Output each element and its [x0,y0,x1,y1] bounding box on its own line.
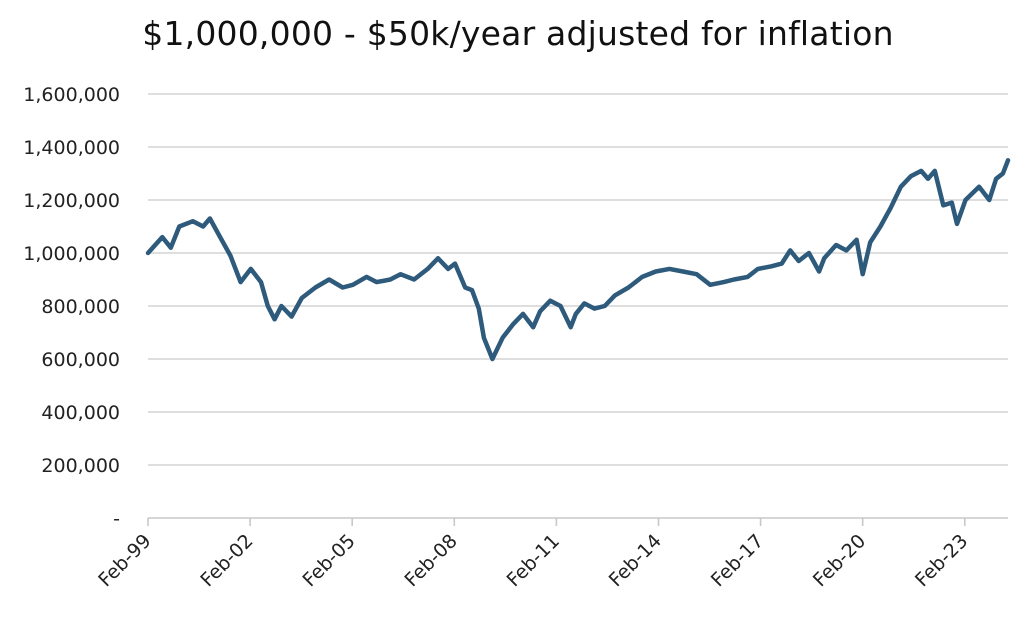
y-tick-label: 600,000 [41,349,120,371]
x-tick-label: Feb-99 [94,530,155,591]
x-tick-label: Feb-23 [911,530,972,591]
y-tick-label: 1,400,000 [23,137,120,159]
y-tick-label: 1,600,000 [23,84,120,106]
x-tick-label: Feb-02 [196,530,257,591]
x-tick-label: Feb-08 [401,530,462,591]
series-line [145,158,1011,362]
y-tick-label: 1,200,000 [23,190,120,212]
y-tick-label: - [113,508,120,530]
y-tick-label: 400,000 [41,402,120,424]
x-axis-ticks: Feb-99 Feb-02 Feb-05 Feb-08 Feb-11 Feb-14 Feb-… [94,530,972,591]
y-tick-label: 800,000 [41,296,120,318]
chart-title: $1,000,000 - $50k/year adjusted for infl… [142,14,894,53]
x-tick-label: Feb-17 [707,530,768,591]
gridlines [148,93,1008,466]
x-axis [147,517,1008,526]
series-group [145,158,1011,362]
x-tick-label: Feb-20 [809,530,870,591]
x-tick-label: Feb-11 [503,530,564,591]
y-tick-label: 200,000 [41,455,120,477]
y-axis-ticks: - 200,000 400,000 600,000 800,000 1,000,000 1,… [23,84,120,530]
x-tick-label: Feb-05 [298,530,359,591]
y-tick-label: 1,000,000 [23,243,120,265]
x-tick-label: Feb-14 [605,530,666,591]
